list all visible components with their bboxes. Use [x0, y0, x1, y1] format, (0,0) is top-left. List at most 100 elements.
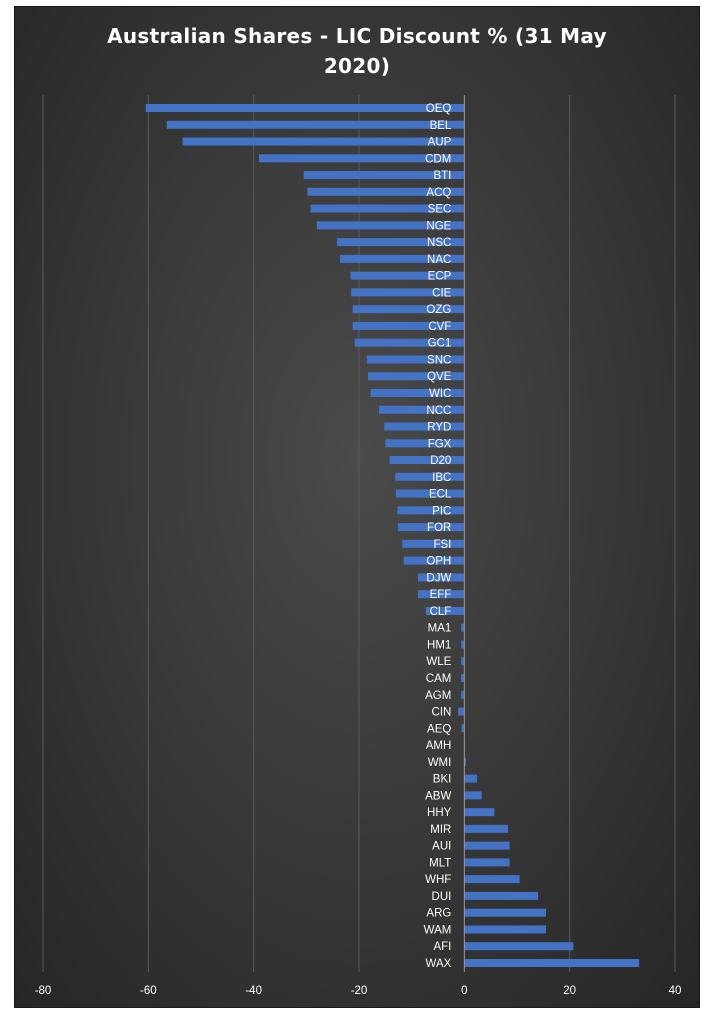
bar-afi	[464, 942, 574, 951]
bar-cie	[351, 288, 465, 297]
bar-ncc	[379, 405, 465, 414]
category-label: D20	[430, 455, 451, 467]
category-label: DJW	[426, 572, 451, 584]
category-label: WHF	[425, 874, 451, 886]
bar-wax	[464, 959, 640, 967]
category-label: RYD	[427, 422, 451, 434]
chart-area: Australian Shares - LIC Discount % (31 M…	[14, 6, 700, 1008]
category-label: AFI	[433, 941, 451, 953]
bar-ecl	[395, 489, 465, 498]
bars	[145, 104, 640, 967]
category-label: CIE	[432, 287, 452, 299]
x-tick-label: 0	[461, 985, 467, 997]
category-label: FGX	[428, 438, 452, 450]
bar-wam	[464, 925, 546, 934]
category-label: NGE	[426, 220, 451, 232]
category-label: AEQ	[427, 723, 451, 735]
x-tick-label: 20	[563, 985, 576, 997]
x-tick-label: -20	[351, 985, 368, 997]
category-label: EFF	[430, 589, 452, 601]
category-label: ARG	[426, 908, 451, 920]
category-label: CAM	[426, 673, 452, 685]
bar-nsc	[336, 238, 465, 247]
bar-for	[397, 523, 465, 532]
x-tick-label: -60	[140, 985, 157, 997]
x-tick-label: 40	[669, 985, 682, 997]
bar-oph	[403, 556, 465, 565]
category-label: NAC	[427, 254, 451, 266]
category-label: BTI	[433, 170, 451, 182]
category-label: AUI	[432, 841, 451, 853]
bar-qve	[367, 372, 465, 381]
bar-mir	[464, 824, 509, 833]
category-labels: OEQ BEL AUP CDM BTI ACQ SEC NGE NSC NAC ECP CIE OZG C…	[424, 103, 452, 970]
category-label: HHY	[427, 807, 452, 819]
bar-snc	[366, 355, 465, 364]
category-label: HM1	[427, 639, 451, 651]
category-label: DUI	[432, 891, 452, 903]
bar-pic	[397, 506, 465, 515]
category-label: AGM	[425, 690, 451, 702]
bar-wic	[370, 389, 465, 397]
bar-mlt	[464, 858, 510, 867]
category-label: MIR	[430, 824, 451, 836]
x-tick-label: -40	[245, 985, 262, 997]
category-label: WIC	[429, 388, 451, 400]
bar-wle	[461, 657, 465, 666]
bar-ibc	[395, 472, 465, 481]
bar-ryd	[384, 422, 465, 431]
bar-bti	[303, 171, 465, 180]
bar-cvf	[352, 321, 465, 330]
category-label: ECL	[429, 489, 452, 501]
bar-fsi	[402, 539, 465, 548]
bar-bki	[464, 774, 477, 783]
bar-sec	[310, 204, 465, 213]
category-label: CIN	[432, 707, 452, 719]
category-label: OEQ	[426, 103, 452, 115]
category-label: AUP	[428, 137, 452, 149]
value-axis: -80 -60 -40 -20 0 20 40	[35, 95, 682, 997]
category-label: SEC	[428, 204, 452, 216]
bar-arg	[464, 908, 546, 917]
category-label: BEL	[430, 120, 452, 132]
category-label: ECP	[428, 271, 452, 283]
category-label: NSC	[427, 237, 451, 249]
bar-ma1	[461, 623, 465, 632]
bar-clf	[425, 606, 465, 615]
bar-ozg	[352, 305, 465, 314]
category-label: AMH	[426, 740, 452, 752]
category-label: BKI	[433, 774, 452, 786]
category-label: QVE	[427, 371, 452, 383]
category-label: WAM	[424, 924, 452, 936]
bar-wmi	[464, 757, 466, 766]
gridlines	[42, 95, 676, 972]
category-label: WAX	[426, 958, 452, 970]
bar-agm	[461, 690, 465, 699]
category-label: SNC	[427, 354, 451, 366]
category-label: OPH	[426, 556, 451, 568]
category-label: FOR	[427, 522, 451, 534]
bar-dui	[464, 891, 539, 900]
bar-hm1	[461, 640, 465, 649]
bar-gc1	[354, 338, 465, 347]
category-label: ABW	[425, 790, 451, 802]
chart-title: Australian Shares - LIC Discount % (31 M…	[107, 24, 607, 78]
category-label: PIC	[432, 505, 451, 517]
category-label: NCC	[426, 405, 451, 417]
category-label: MA1	[428, 623, 452, 635]
bar-abw	[464, 791, 482, 800]
category-label: FSI	[433, 539, 451, 551]
bar-aeq	[461, 724, 465, 733]
category-label: OZG	[426, 304, 451, 316]
bar-djw	[417, 573, 465, 582]
bar-oeq	[145, 104, 465, 112]
bar-ecp	[350, 271, 465, 280]
bar-whf	[464, 875, 520, 884]
bar-cin	[458, 707, 465, 716]
bar-nac	[340, 254, 465, 263]
bar-eff	[417, 590, 465, 599]
category-label: CLF	[430, 606, 452, 618]
category-label: CDM	[425, 153, 451, 165]
category-label: IBC	[432, 472, 451, 484]
bar-fgx	[385, 439, 465, 448]
